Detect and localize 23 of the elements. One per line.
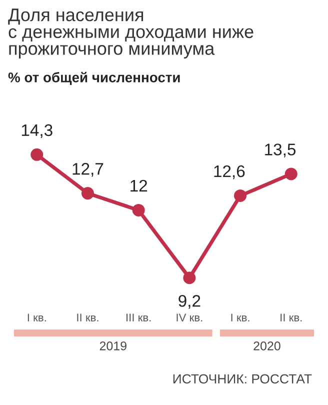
point — [284, 168, 298, 180]
text: 2020 — [254, 342, 280, 350]
point — [81, 187, 94, 200]
data-label: 9,2 — [178, 294, 200, 309]
point — [132, 204, 145, 216]
x-tick-label: II кв. — [280, 314, 302, 322]
x-tick-label: IV кв. — [176, 314, 202, 322]
data-label: 12 — [130, 180, 148, 192]
x-tick-label: II кв. — [77, 314, 98, 322]
data-label: 13,5 — [265, 144, 296, 158]
x-tick-label: I кв. — [231, 314, 250, 322]
data-label: 12,6 — [214, 165, 245, 180]
text: 2019 — [100, 342, 126, 350]
text: ИСТОЧНИК: РОССТАТ — [173, 374, 312, 384]
x-tick-label: I кв. — [28, 314, 46, 322]
x-tick-label: III кв. — [126, 314, 151, 322]
chart-title: Доля населения с денежными доходами ниже прожиточного минимума — [8, 8, 254, 58]
data-label: 14,3 — [22, 124, 52, 138]
point — [183, 272, 196, 284]
point — [30, 148, 44, 161]
point — [234, 189, 247, 202]
chart-subtitle: % от общей численности — [8, 72, 180, 85]
data-label: 12,7 — [72, 162, 104, 177]
